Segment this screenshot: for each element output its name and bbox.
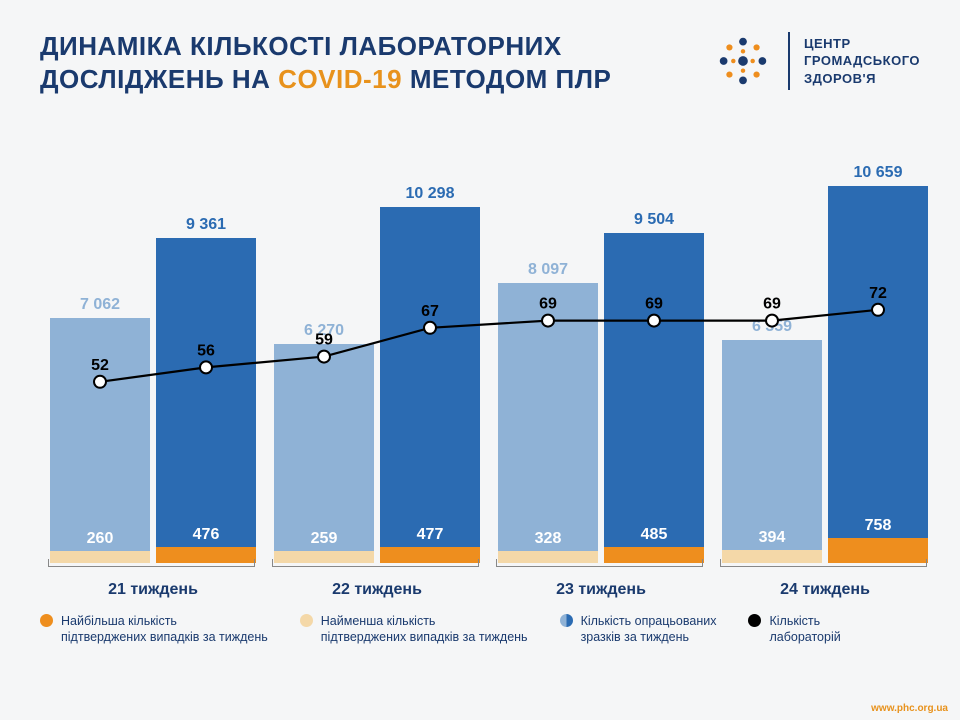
bar-column: 8 097328 [498, 283, 598, 563]
axis-segment [48, 566, 254, 567]
legend-text: Кількість опрацьованихзразків за тиждень [581, 613, 717, 646]
bar-value-label: 6 270 [274, 322, 374, 340]
bar-base [498, 551, 598, 563]
bar-top [828, 186, 928, 538]
bar-top [604, 233, 704, 547]
legend-item: Кількість опрацьованихзразків за тиждень [560, 613, 717, 646]
bar-value-label: 7 062 [50, 296, 150, 314]
bar-top [380, 207, 480, 547]
legend-text: Найбільша кількістьпідтверджених випадкі… [61, 613, 268, 646]
legend-swatch [300, 614, 313, 627]
bar-value-label: 9 504 [604, 211, 704, 229]
legend-swatch [40, 614, 53, 627]
bar-group: 7 0622609 361476 [50, 238, 256, 563]
logo-divider [788, 32, 790, 90]
title-line-2: ДОСЛІДЖЕНЬ НА COVID-19 МЕТОДОМ ПЛР [40, 63, 611, 96]
bar-base-value-label: 477 [380, 526, 480, 544]
bar-group: 8 0973289 504485 [498, 233, 704, 563]
axis-segment [272, 566, 478, 567]
title-line-1: ДИНАМІКА КІЛЬКОСТІ ЛАБОРАТОРНИХ [40, 30, 611, 63]
bar-base [828, 538, 928, 563]
bar-top [50, 318, 150, 551]
legend-item: Кількістьлабораторій [748, 613, 840, 646]
legend-text: Кількістьлабораторій [769, 613, 840, 646]
bar-base-value-label: 485 [604, 526, 704, 544]
bar-base-value-label: 328 [498, 530, 598, 548]
legend-text: Найменша кількістьпідтверджених випадків… [321, 613, 528, 646]
x-axis-label: 24 тиждень [722, 581, 928, 599]
legend-swatch [748, 614, 761, 627]
bar-column: 9 504485 [604, 233, 704, 563]
bar-column: 9 361476 [156, 238, 256, 563]
bar-top [498, 283, 598, 551]
legend-item: Найменша кількістьпідтверджених випадків… [300, 613, 528, 646]
bar-group: 6 27025910 298477 [274, 207, 480, 563]
legend-swatch [560, 614, 573, 627]
footer-url: www.phc.org.ua [871, 703, 948, 714]
axis-segment [720, 566, 926, 567]
bar-top [274, 344, 374, 551]
bar-group: 6 35939410 659758 [722, 186, 928, 563]
bar-base-value-label: 259 [274, 530, 374, 548]
axis-segment [496, 566, 702, 567]
x-axis-label: 23 тиждень [498, 581, 704, 599]
chart-title: ДИНАМІКА КІЛЬКОСТІ ЛАБОРАТОРНИХ ДОСЛІДЖЕ… [40, 30, 611, 95]
x-axis-label: 22 тиждень [274, 581, 480, 599]
bar-value-label: 9 361 [156, 216, 256, 234]
bar-top [156, 238, 256, 547]
bar-top [722, 340, 822, 550]
bar-base [380, 547, 480, 563]
chart-area: 7 0622609 36147621 тиждень6 27025910 298… [40, 125, 920, 605]
legend: Найбільша кількістьпідтверджених випадкі… [0, 605, 960, 646]
bar-value-label: 10 659 [828, 164, 928, 182]
bar-base-value-label: 758 [828, 517, 928, 535]
logo-icon [712, 30, 774, 92]
bar-value-label: 10 298 [380, 185, 480, 203]
bar-base [274, 551, 374, 563]
bar-column: 10 298477 [380, 207, 480, 563]
legend-item: Найбільша кількістьпідтверджених випадкі… [40, 613, 268, 646]
bar-base-value-label: 394 [722, 529, 822, 547]
bar-column: 10 659758 [828, 186, 928, 563]
bar-base [722, 550, 822, 563]
bar-column: 7 062260 [50, 318, 150, 563]
bar-column: 6 359394 [722, 340, 822, 563]
logo-text: ЦЕНТР ГРОМАДСЬКОГО ЗДОРОВ'Я [804, 35, 920, 88]
x-axis-label: 21 тиждень [50, 581, 256, 599]
bar-base-value-label: 476 [156, 526, 256, 544]
bar-base-value-label: 260 [50, 530, 150, 548]
bar-base [50, 551, 150, 563]
bar-value-label: 8 097 [498, 261, 598, 279]
bar-base [156, 547, 256, 563]
bar-value-label: 6 359 [722, 318, 822, 336]
bar-base [604, 547, 704, 563]
bar-column: 6 270259 [274, 344, 374, 563]
org-logo: ЦЕНТР ГРОМАДСЬКОГО ЗДОРОВ'Я [712, 30, 920, 92]
